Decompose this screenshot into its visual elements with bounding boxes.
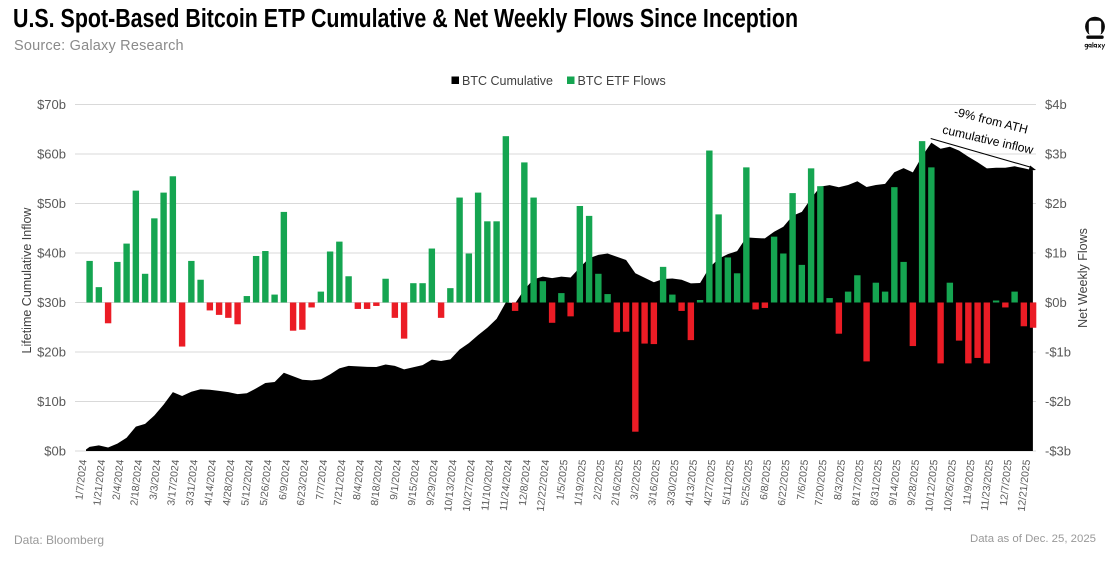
svg-text:9/15/2024: 9/15/2024: [407, 459, 423, 506]
svg-text:1/19/2025: 1/19/2025: [573, 459, 589, 506]
svg-text:7/7/2024: 7/7/2024: [315, 459, 330, 501]
svg-text:7/20/2025: 7/20/2025: [814, 459, 830, 506]
svg-text:3/17/2024: 3/17/2024: [166, 459, 182, 506]
svg-text:10/13/2024: 10/13/2024: [443, 459, 459, 512]
svg-text:$2b: $2b: [1045, 196, 1067, 211]
svg-text:2/4/2024: 2/4/2024: [111, 459, 126, 501]
svg-text:12/21/2025: 12/21/2025: [1017, 459, 1033, 512]
svg-text:$70b: $70b: [37, 97, 66, 112]
svg-text:1/21/2024: 1/21/2024: [92, 459, 108, 506]
svg-text:11/24/2024: 11/24/2024: [499, 459, 515, 511]
svg-text:$40b: $40b: [37, 246, 66, 261]
svg-text:$4b: $4b: [1045, 97, 1067, 112]
svg-text:8/31/2025: 8/31/2025: [869, 459, 885, 506]
svg-text:11/23/2025: 11/23/2025: [980, 459, 996, 511]
svg-text:$50b: $50b: [37, 196, 66, 211]
svg-text:8/17/2025: 8/17/2025: [851, 459, 867, 506]
svg-text:$3b: $3b: [1045, 147, 1067, 162]
svg-text:1/7/2024: 1/7/2024: [74, 459, 89, 501]
svg-text:3/31/2024: 3/31/2024: [185, 459, 201, 506]
svg-text:3/30/2025: 3/30/2025: [666, 459, 682, 506]
svg-text:12/8/2024: 12/8/2024: [518, 459, 534, 506]
svg-text:9/28/2025: 9/28/2025: [906, 459, 922, 506]
svg-text:10/26/2025: 10/26/2025: [943, 459, 959, 512]
svg-text:9/29/2024: 9/29/2024: [425, 459, 441, 506]
svg-text:9/1/2024: 9/1/2024: [389, 459, 404, 501]
svg-text:Lifetime Cumulative Inflow: Lifetime Cumulative Inflow: [20, 207, 34, 354]
svg-text:2/16/2025: 2/16/2025: [610, 459, 626, 506]
svg-text:6/8/2025: 6/8/2025: [759, 459, 774, 501]
svg-text:8/4/2024: 8/4/2024: [352, 459, 367, 501]
svg-text:8/3/2025: 8/3/2025: [833, 459, 848, 501]
svg-text:Net Weekly Flows: Net Weekly Flows: [1076, 228, 1090, 328]
svg-text:2/18/2024: 2/18/2024: [129, 459, 145, 506]
svg-text:$0b: $0b: [1045, 295, 1067, 310]
svg-text:3/3/2024: 3/3/2024: [148, 459, 163, 501]
svg-text:$60b: $60b: [37, 147, 66, 162]
svg-text:11/9/2025: 11/9/2025: [962, 459, 978, 506]
svg-text:6/9/2024: 6/9/2024: [278, 459, 293, 501]
svg-text:4/28/2024: 4/28/2024: [222, 459, 238, 506]
svg-text:7/6/2025: 7/6/2025: [796, 459, 811, 501]
svg-text:9/14/2025: 9/14/2025: [888, 459, 904, 506]
svg-text:$10b: $10b: [37, 394, 66, 409]
svg-text:3/2/2025: 3/2/2025: [629, 459, 644, 501]
svg-text:4/14/2024: 4/14/2024: [203, 459, 219, 506]
svg-text:BTC ETF Flows: BTC ETF Flows: [578, 74, 666, 88]
svg-text:BTC Cumulative: BTC Cumulative: [462, 74, 553, 88]
svg-text:3/16/2025: 3/16/2025: [647, 459, 663, 506]
svg-text:6/22/2025: 6/22/2025: [777, 459, 793, 506]
svg-text:1/5/2025: 1/5/2025: [555, 459, 570, 501]
svg-text:10/27/2024: 10/27/2024: [462, 459, 478, 512]
svg-text:2/2/2025: 2/2/2025: [592, 459, 607, 501]
svg-text:10/12/2025: 10/12/2025: [924, 459, 940, 512]
svg-text:$1b: $1b: [1045, 246, 1067, 261]
svg-text:4/13/2025: 4/13/2025: [684, 459, 700, 506]
svg-text:5/26/2024: 5/26/2024: [259, 459, 275, 506]
svg-text:6/23/2024: 6/23/2024: [296, 459, 312, 506]
svg-text:7/21/2024: 7/21/2024: [333, 459, 349, 506]
svg-text:12/22/2024: 12/22/2024: [536, 459, 552, 512]
svg-text:-$3b: -$3b: [1045, 444, 1071, 459]
svg-text:-$2b: -$2b: [1045, 394, 1071, 409]
svg-text:$20b: $20b: [37, 345, 66, 360]
svg-text:5/25/2025: 5/25/2025: [740, 459, 756, 506]
svg-text:12/7/2025: 12/7/2025: [999, 459, 1015, 506]
svg-text:11/10/2024: 11/10/2024: [480, 459, 496, 511]
svg-text:5/12/2024: 5/12/2024: [240, 459, 256, 506]
svg-text:$0b: $0b: [44, 444, 66, 459]
svg-text:$30b: $30b: [37, 295, 66, 310]
svg-text:8/18/2024: 8/18/2024: [370, 459, 386, 506]
svg-text:-$1b: -$1b: [1045, 345, 1071, 360]
svg-text:4/27/2025: 4/27/2025: [703, 459, 719, 506]
svg-text:5/11/2025: 5/11/2025: [721, 459, 737, 506]
